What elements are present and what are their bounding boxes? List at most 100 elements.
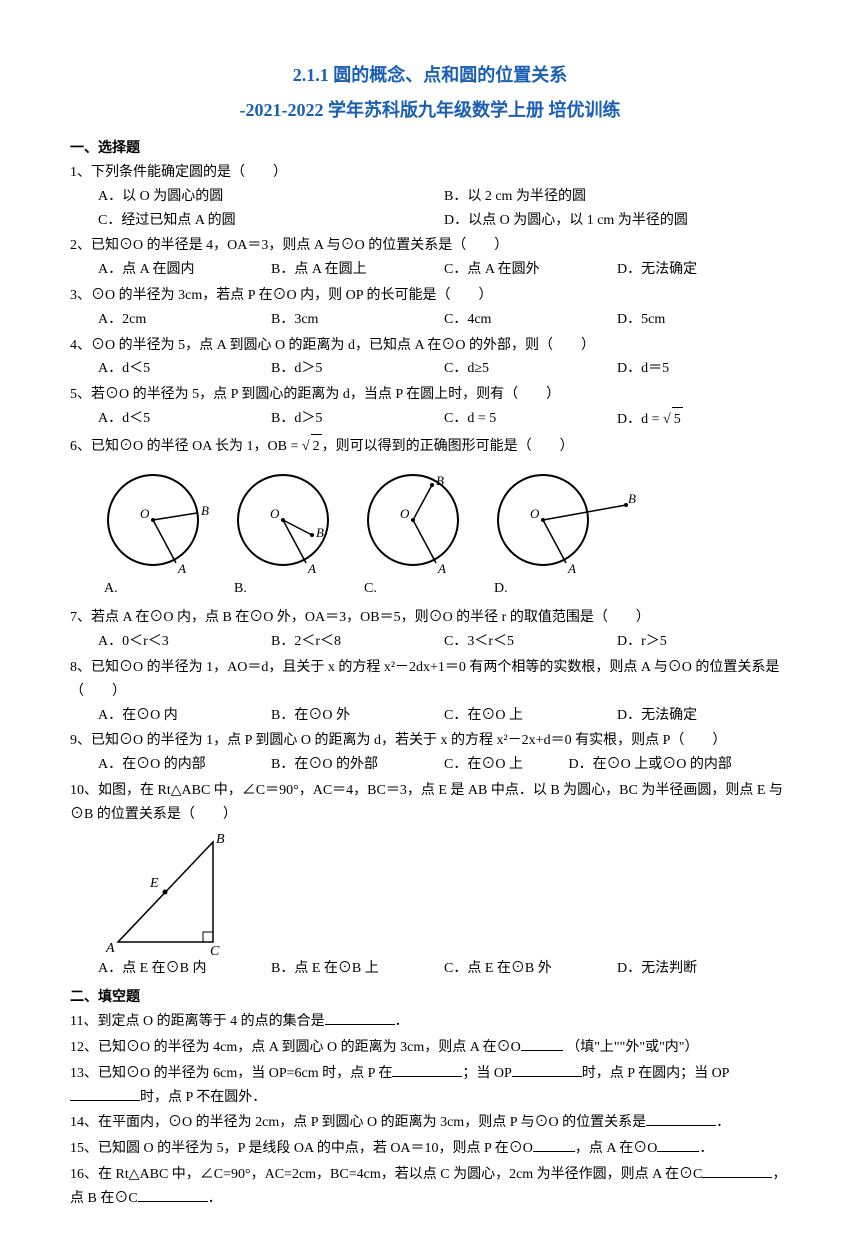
q6-label-b: B. — [228, 577, 348, 601]
blank — [646, 1111, 716, 1126]
q6-label-c: C. — [358, 577, 478, 601]
q2-opt-a: A．点 A 在圆内 — [98, 258, 271, 282]
q2-opt-c: C．点 A 在圆外 — [444, 258, 617, 282]
blank — [702, 1163, 772, 1178]
q1-text: 1、下列条件能确定圆的是（ ） — [70, 161, 790, 185]
svg-text:E: E — [149, 876, 159, 891]
question-14: 14、在平面内，⊙O 的半径为 2cm，点 P 到圆心 O 的距离为 3cm，则… — [70, 1111, 790, 1135]
svg-text:B: B — [436, 473, 444, 488]
svg-text:O: O — [530, 506, 540, 521]
blank — [521, 1036, 563, 1051]
q3-opt-a: A．2cm — [98, 308, 271, 332]
blank — [512, 1062, 582, 1077]
svg-text:B: B — [201, 503, 209, 518]
q6-circle-c: O B A — [358, 465, 478, 575]
q6-label-a: A. — [98, 577, 218, 601]
question-13: 13、已知⊙O 的半径为 6cm，当 OP=6cm 时，点 P 在；当 OP时，… — [70, 1062, 790, 1110]
q8-opt-a: A．在⊙O 内 — [98, 704, 271, 728]
svg-text:B: B — [628, 491, 636, 506]
q6-circle-b: O B A — [228, 465, 348, 575]
q10-opt-c: C．点 E 在⊙B 外 — [444, 957, 617, 981]
q5-opt-a: A．d＜5 — [98, 407, 271, 432]
blank — [325, 1010, 395, 1025]
question-9: 9、已知⊙O 的半径为 1，点 P 到圆心 O 的距离为 d，若关于 x 的方程… — [70, 729, 790, 777]
q7-opt-a: A．0＜r＜3 — [98, 630, 271, 654]
section-2-header: 二、填空题 — [70, 986, 790, 1010]
question-10: 10、如图，在 Rt△ABC 中，∠C＝90°，AC＝4，BC＝3，点 E 是 … — [70, 779, 790, 980]
svg-text:C: C — [210, 944, 220, 957]
q8-text: 8、已知⊙O 的半径为 1，AO＝d，且关于 x 的方程 x²－2dx+1＝0 … — [70, 656, 790, 704]
question-4: 4、⊙O 的半径为 5，点 A 到圆心 O 的距离为 d，已知点 A 在⊙O 的… — [70, 334, 790, 382]
q4-opt-d: D．d＝5 — [617, 357, 790, 381]
q7-opt-d: D．r＞5 — [617, 630, 790, 654]
q2-text: 2、已知⊙O 的半径是 4，OA＝3，则点 A 与⊙O 的位置关系是（ ） — [70, 234, 790, 258]
svg-text:A: A — [105, 941, 115, 956]
q8-opt-b: B．在⊙O 外 — [271, 704, 444, 728]
q3-opt-b: B．3cm — [271, 308, 444, 332]
question-8: 8、已知⊙O 的半径为 1，AO＝d，且关于 x 的方程 x²－2dx+1＝0 … — [70, 656, 790, 727]
title-main: 2.1.1 圆的概念、点和圆的位置关系 — [70, 60, 790, 91]
q3-opt-d: D．5cm — [617, 308, 790, 332]
q2-opt-d: D．无法确定 — [617, 258, 790, 282]
question-15: 15、已知圆 O 的半径为 5，P 是线段 OA 的中点，若 OA＝10，则点 … — [70, 1137, 790, 1161]
blank — [533, 1137, 575, 1152]
svg-text:A: A — [437, 561, 446, 575]
q1-opt-c: C．经过已知点 A 的圆 — [98, 209, 444, 233]
svg-text:B: B — [216, 832, 225, 847]
q10-figure: A C B E — [70, 827, 790, 957]
q9-opt-d: D．在⊙O 上或⊙O 的内部 — [569, 753, 790, 777]
svg-text:A: A — [177, 561, 186, 575]
q4-text: 4、⊙O 的半径为 5，点 A 到圆心 O 的距离为 d，已知点 A 在⊙O 的… — [70, 334, 790, 358]
q7-opt-c: C．3＜r＜5 — [444, 630, 617, 654]
section-1-header: 一、选择题 — [70, 137, 790, 161]
q5-text: 5、若⊙O 的半径为 5，点 P 到圆心的距离为 d，当点 P 在圆上时，则有（… — [70, 383, 790, 407]
q7-text: 7、若点 A 在⊙O 内，点 B 在⊙O 外，OA＝3，OB＝5，则⊙O 的半径… — [70, 606, 790, 630]
q9-text: 9、已知⊙O 的半径为 1，点 P 到圆心 O 的距离为 d，若关于 x 的方程… — [70, 729, 790, 753]
svg-text:O: O — [140, 506, 150, 521]
svg-text:A: A — [567, 561, 576, 575]
q1-opt-a: A．以 O 为圆心的圆 — [98, 185, 444, 209]
question-7: 7、若点 A 在⊙O 内，点 B 在⊙O 外，OA＝3，OB＝5，则⊙O 的半径… — [70, 606, 790, 654]
q3-opt-c: C．4cm — [444, 308, 617, 332]
q5-opt-b: B．d＞5 — [271, 407, 444, 432]
q9-opt-a: A．在⊙O 的内部 — [98, 753, 271, 777]
q6-circle-d: O B A — [488, 465, 638, 575]
q6-text: 6、已知⊙O 的半径 OA 长为 1，OB = √2，则可以得到的正确图形可能是… — [70, 434, 790, 459]
question-12: 12、已知⊙O 的半径为 4cm，点 A 到圆心 O 的距离为 3cm，则点 A… — [70, 1036, 790, 1060]
q1-opt-d: D．以点 O 为圆心，以 1 cm 为半径的圆 — [444, 209, 790, 233]
svg-text:B: B — [316, 525, 324, 540]
q5-opt-c: C．d = 5 — [444, 407, 617, 432]
q8-opt-c: C．在⊙O 上 — [444, 704, 617, 728]
q6-figures: O B A A. O B A B. — [70, 465, 790, 601]
q10-opt-d: D．无法判断 — [617, 957, 790, 981]
q9-opt-b: B．在⊙O 的外部 — [271, 753, 444, 777]
q4-opt-c: C．d≥5 — [444, 357, 617, 381]
svg-text:A: A — [307, 561, 316, 575]
blank — [657, 1137, 699, 1152]
q6-label-d: D. — [488, 577, 638, 601]
question-2: 2、已知⊙O 的半径是 4，OA＝3，则点 A 与⊙O 的位置关系是（ ） A．… — [70, 234, 790, 282]
svg-text:O: O — [270, 506, 280, 521]
q9-opt-c: C．在⊙O 上 — [444, 753, 569, 777]
svg-text:O: O — [400, 506, 410, 521]
q10-opt-a: A．点 E 在⊙B 内 — [98, 957, 271, 981]
q7-opt-b: B．2＜r＜8 — [271, 630, 444, 654]
blank — [392, 1062, 462, 1077]
question-11: 11、到定点 O 的距离等于 4 的点的集合是． — [70, 1010, 790, 1034]
q4-opt-b: B．d＞5 — [271, 357, 444, 381]
question-6: 6、已知⊙O 的半径 OA 长为 1，OB = √2，则可以得到的正确图形可能是… — [70, 434, 790, 601]
q3-text: 3、⊙O 的半径为 3cm，若点 P 在⊙O 内，则 OP 的长可能是（ ） — [70, 284, 790, 308]
q1-opt-b: B．以 2 cm 为半径的圆 — [444, 185, 790, 209]
q5-opt-d: D．d = √5 — [617, 407, 790, 432]
q10-opt-b: B．点 E 在⊙B 上 — [271, 957, 444, 981]
q4-opt-a: A．d＜5 — [98, 357, 271, 381]
question-5: 5、若⊙O 的半径为 5，点 P 到圆心的距离为 d，当点 P 在圆上时，则有（… — [70, 383, 790, 432]
q6-circle-a: O B A — [98, 465, 218, 575]
q2-opt-b: B．点 A 在圆上 — [271, 258, 444, 282]
blank — [70, 1086, 140, 1101]
question-3: 3、⊙O 的半径为 3cm，若点 P 在⊙O 内，则 OP 的长可能是（ ） A… — [70, 284, 790, 332]
question-1: 1、下列条件能确定圆的是（ ） A．以 O 为圆心的圆 B．以 2 cm 为半径… — [70, 161, 790, 232]
question-16: 16、在 Rt△ABC 中，∠C=90°，AC=2cm，BC=4cm，若以点 C… — [70, 1163, 790, 1211]
q8-opt-d: D．无法确定 — [617, 704, 790, 728]
title-sub: -2021-2022 学年苏科版九年级数学上册 培优训练 — [70, 95, 790, 126]
